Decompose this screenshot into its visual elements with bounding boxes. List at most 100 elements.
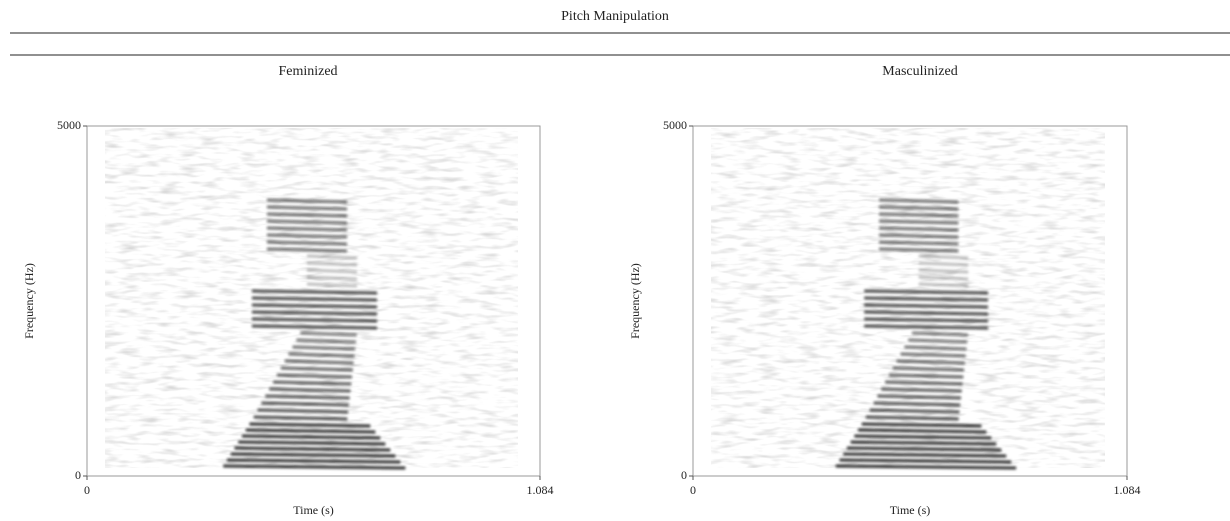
- y-tick-label: 0: [681, 468, 687, 482]
- y-tick-label: 0: [75, 468, 81, 482]
- panel: Masculinized 0 1.084 0 5000 Time (s) Frequency…: [628, 64, 1141, 517]
- harmonic-stripe: [257, 408, 349, 414]
- harmonic-stripe: [908, 338, 968, 344]
- y-tick-label: 5000: [663, 118, 687, 132]
- harmonic-stripe: [266, 212, 348, 218]
- harmonic-stripe: [266, 198, 348, 204]
- harmonic-stripe: [251, 296, 378, 302]
- figure-title: Pitch Manipulation: [561, 9, 669, 24]
- harmonic-stripe: [238, 440, 386, 446]
- harmonic-stripe: [881, 387, 962, 393]
- harmonic-stripe: [879, 219, 959, 225]
- plot-frame: [692, 125, 1128, 477]
- harmonic-stripe: [896, 359, 965, 365]
- x-tick-label: 0: [84, 483, 90, 497]
- y-axis-label: Frequency (Hz): [628, 263, 642, 339]
- harmonic-stripe: [918, 282, 969, 288]
- harmonic-stripe: [835, 464, 1017, 470]
- harmonic-stripe: [900, 352, 966, 358]
- harmonic-stripe: [234, 446, 391, 452]
- y-tick-label: 5000: [57, 118, 81, 132]
- harmonic-stripe: [241, 434, 381, 440]
- x-axis-label: Time (s): [890, 503, 931, 517]
- harmonic-stripe: [253, 415, 348, 421]
- harmonic-stripe: [249, 422, 371, 428]
- harmonic-stripe: [864, 324, 989, 330]
- harmonic-stripe: [918, 268, 969, 274]
- harmonic-stripe: [854, 434, 992, 440]
- harmonic-stripe: [266, 205, 348, 211]
- harmonic-stripe: [879, 233, 959, 239]
- harmonic-stripe: [912, 331, 968, 337]
- harmonic-stripe: [251, 310, 378, 316]
- harmonic-stripe: [266, 226, 348, 232]
- harmonic-stripe: [261, 401, 349, 407]
- harmonic-stripe: [864, 296, 989, 302]
- x-tick-label: 1.084: [527, 483, 554, 497]
- harmonic-stripe: [251, 289, 378, 295]
- harmonic-stripe: [918, 261, 969, 267]
- harmonic-stripe: [265, 394, 350, 400]
- harmonic-stripe: [306, 261, 358, 267]
- panel: Feminized 0 1.084 0 5000 Time (s) Frequency (H…: [22, 64, 554, 517]
- harmonic-stripe: [230, 452, 396, 458]
- harmonic-stripe: [918, 254, 969, 260]
- harmonic-stripe: [865, 415, 959, 421]
- harmonic-stripe: [296, 338, 356, 344]
- x-tick-label: 0: [690, 483, 696, 497]
- harmonic-stripe: [864, 317, 989, 323]
- harmonic-stripe: [306, 282, 358, 288]
- harmonic-stripe: [846, 446, 1002, 452]
- harmonic-stripe: [273, 380, 352, 386]
- plot-frame: [86, 125, 541, 477]
- harmonic-stripe: [864, 289, 989, 295]
- harmonic-stripe: [877, 394, 961, 400]
- harmonic-stripe: [861, 422, 982, 428]
- harmonic-stripe: [843, 452, 1007, 458]
- harmonic-stripe: [226, 458, 401, 464]
- harmonic-stripe: [892, 366, 965, 372]
- harmonic-stripe: [251, 317, 378, 323]
- harmonic-stripe: [879, 205, 959, 211]
- harmonic-stripe: [251, 324, 378, 330]
- harmonic-stripe: [266, 240, 348, 246]
- harmonic-stripe: [280, 366, 353, 372]
- harmonic-stripe: [306, 254, 358, 260]
- harmonic-stripe: [879, 212, 959, 218]
- harmonic-stripe: [879, 240, 959, 246]
- harmonic-stripe: [284, 359, 354, 365]
- harmonic-stripe: [918, 275, 969, 281]
- harmonic-stripe: [888, 373, 964, 379]
- harmonic-stripe: [306, 275, 358, 281]
- harmonic-stripe: [885, 380, 963, 386]
- harmonic-stripe: [879, 198, 959, 204]
- harmonic-stripe: [288, 352, 355, 358]
- panel-title: Feminized: [278, 64, 337, 79]
- harmonic-stripe: [292, 345, 356, 351]
- x-tick-label: 1.084: [1114, 483, 1141, 497]
- harmonic-stripe: [879, 247, 959, 253]
- harmonic-stripe: [850, 440, 997, 446]
- harmonic-stripe: [869, 408, 960, 414]
- harmonic-stripe: [306, 268, 358, 274]
- x-axis-label: Time (s): [293, 503, 334, 517]
- harmonic-stripe: [266, 233, 348, 239]
- harmonic-stripe: [858, 428, 987, 434]
- spectrogram-energy: [223, 198, 406, 470]
- harmonic-stripe: [864, 303, 989, 309]
- harmonic-stripe: [300, 331, 357, 337]
- panel-title: Masculinized: [882, 64, 957, 79]
- harmonic-stripe: [864, 310, 989, 316]
- harmonic-stripe: [873, 401, 961, 407]
- harmonic-stripe: [276, 373, 353, 379]
- harmonic-stripe: [266, 219, 348, 225]
- spectrogram-energy: [835, 198, 1017, 470]
- harmonic-stripe: [904, 345, 967, 351]
- harmonic-stripe: [245, 428, 376, 434]
- harmonic-stripe: [269, 387, 351, 393]
- harmonic-stripe: [223, 464, 406, 470]
- harmonic-stripe: [251, 303, 378, 309]
- harmonic-stripe: [266, 247, 348, 253]
- harmonic-stripe: [879, 226, 959, 232]
